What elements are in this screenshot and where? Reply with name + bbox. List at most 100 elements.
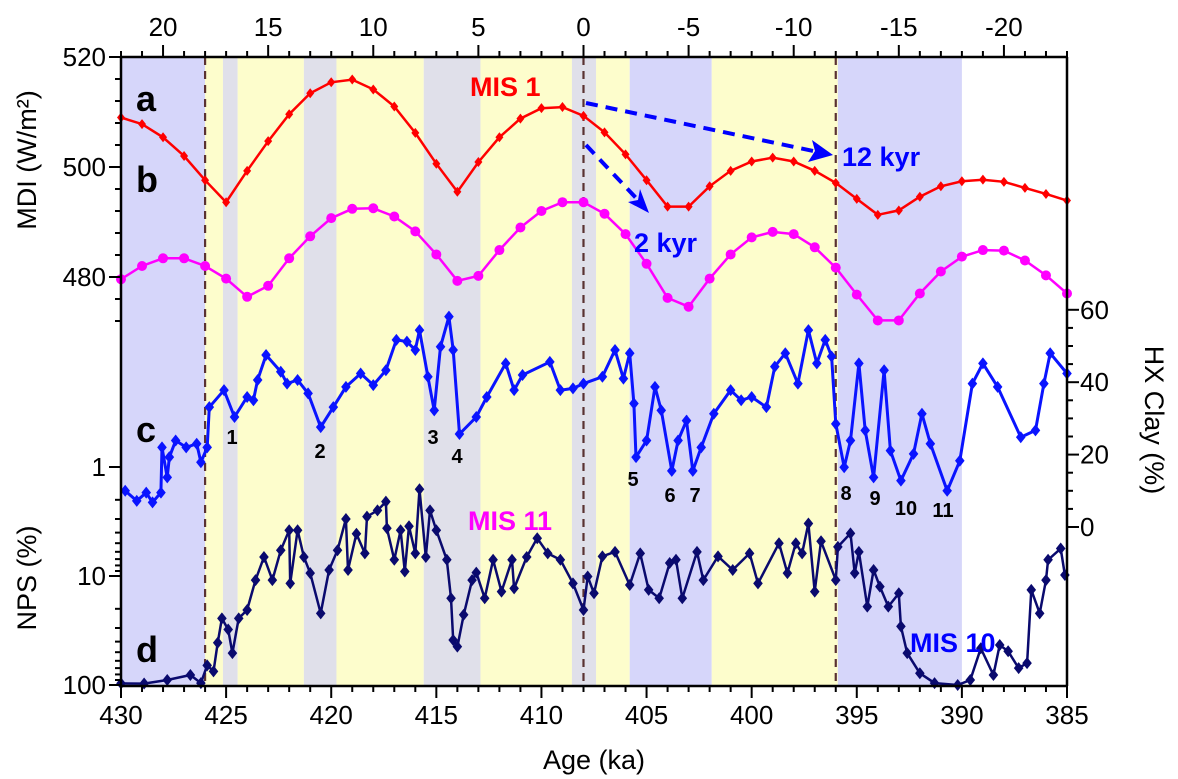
data-point [221,273,232,284]
data-point [217,612,227,625]
stage-band [222,57,238,686]
data-point [248,394,259,407]
data-point [854,545,864,558]
data-point [999,176,1008,187]
data-point [411,127,420,138]
data-point [852,193,861,204]
data-point [196,456,206,469]
data-point [285,109,294,120]
data-point [597,550,608,563]
data-point [264,136,273,147]
data-point [227,647,238,660]
panel-letter: c [136,409,156,450]
data-point [347,203,358,214]
data-point [671,553,681,566]
data-point [156,486,166,499]
data-point [201,175,210,186]
data-point [284,524,294,537]
x-tick-label: 415 [415,700,458,730]
data-point [315,607,326,620]
data-point [250,574,261,587]
data-point [879,364,889,377]
panel-letter: a [136,78,157,119]
data-point [299,551,309,564]
data-point [471,410,482,423]
data-point [744,547,755,560]
data-point [326,213,337,224]
data-point [954,454,965,467]
data-point [414,483,425,496]
data-point [872,315,883,326]
data-point [851,289,862,300]
data-point [894,587,904,600]
data-point [170,434,181,447]
data-point [509,384,519,397]
data-point [873,209,882,220]
arrow-short [584,143,640,202]
nps-axis-title: NPS (%) [12,525,42,630]
data-point [578,377,589,390]
data-point [390,101,399,112]
data-point [635,547,646,560]
data-point [1022,657,1032,670]
data-point [1015,431,1026,444]
data-point [681,414,692,427]
hx-axis-title: HX Clay (%) [1139,346,1169,495]
stage-band [480,57,572,686]
data-point [141,486,152,499]
data-point [620,229,631,240]
data-point [558,102,567,113]
data-point [410,226,421,237]
mdi-tick-label: 520 [63,42,106,72]
data-point [471,566,482,579]
data-point [185,669,196,682]
data-point [432,158,441,169]
x-tick-label: 420 [310,700,353,730]
data-point [362,510,372,523]
data-point [705,181,714,192]
event-number: 2 [314,441,325,463]
data-point [820,333,831,346]
data-point [936,181,945,192]
data-point [341,513,351,526]
data-point [849,567,860,580]
data-point [662,292,673,303]
arrow-short-head [628,189,649,213]
data-point [243,165,252,176]
data-point [977,245,988,256]
hx-tick-label: 40 [1080,367,1109,397]
data-point [761,401,772,414]
data-point [414,324,425,337]
data-point [789,156,798,167]
data-point [809,585,820,598]
data-point [138,119,147,130]
data-point [579,110,588,121]
top-tick-label: -20 [985,12,1023,42]
data-point [458,608,469,621]
data-point [696,441,707,454]
data-point [341,380,351,393]
data-point [812,357,822,370]
data-point [684,201,693,212]
data-point [809,242,820,253]
data-point [782,567,793,580]
x-tick-label: 395 [835,700,878,730]
top-tick-label: 15 [254,12,283,42]
data-point [452,640,463,653]
data-point [391,333,402,346]
data-point [495,132,504,143]
data-point [845,434,856,447]
data-point [164,451,175,464]
data-point [343,563,353,576]
data-point [351,527,362,540]
data-point [704,273,715,284]
data-point [942,484,952,497]
data-point [542,547,553,560]
data-point [267,574,278,587]
data-point [976,642,986,655]
event-number: 5 [627,469,638,491]
data-point [500,357,511,370]
data-point [747,156,756,167]
data-point [621,149,630,160]
data-point [816,535,826,548]
